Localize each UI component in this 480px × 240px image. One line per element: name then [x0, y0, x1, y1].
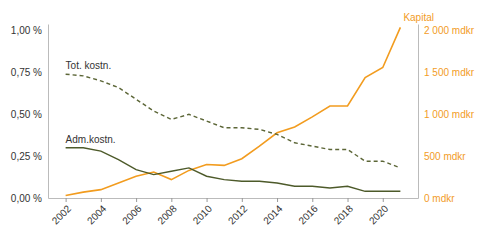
tick-mark — [171, 198, 172, 202]
chart: 2002 2004 2006 2008 2010 2012 2014 2016 2018 2020… — [0, 0, 480, 240]
tick-label: 0 mdkr — [424, 193, 455, 204]
tick-mark — [101, 198, 102, 202]
tick-label: 0,50 % — [11, 109, 42, 120]
tick-mark — [66, 198, 67, 202]
tick-label: 2002 — [50, 203, 74, 227]
tick-label: 0,00 % — [11, 193, 42, 204]
series-line — [66, 148, 401, 192]
tick: 2008 — [155, 198, 179, 226]
tick-label: 500 mdkr — [424, 151, 466, 162]
tick-label: 0,25 % — [11, 151, 42, 162]
tick: 2018 — [332, 198, 356, 226]
tick: 2002 — [50, 198, 74, 226]
tick-label: 0,75 % — [11, 67, 42, 78]
tick-mark — [312, 198, 313, 202]
tick: 1 000 mdkr — [418, 109, 475, 120]
tick: 0,50 % — [11, 109, 48, 120]
tick: 2020 — [367, 198, 391, 226]
tick-label: 2006 — [120, 203, 144, 227]
tick-mark — [277, 198, 278, 202]
tick: 2010 — [191, 198, 215, 226]
plot-area — [66, 27, 401, 195]
tick: 1,00 % — [11, 25, 48, 36]
tick-label: 2012 — [226, 203, 250, 227]
series-label: Kapital — [403, 12, 434, 23]
tick-label: 2016 — [296, 203, 320, 227]
tick-label: 1,00 % — [11, 25, 42, 36]
series-label: Tot. kostn. — [66, 60, 112, 71]
tick-label: 2 000 mdkr — [424, 25, 475, 36]
tick: 2006 — [120, 198, 144, 226]
tick-mark — [207, 198, 208, 202]
y-axis: 0,00 % 0,25 % 0,50 % 0,75 % 1,00 % — [11, 25, 49, 204]
tick-label: 2018 — [332, 203, 356, 227]
tick-label: 2014 — [261, 203, 285, 227]
x-axis: 2002 2004 2006 2008 2010 2012 2014 2016 2018 2020 — [49, 198, 419, 226]
tick: 0,00 % — [11, 193, 48, 204]
y2-axis: 0 mdkr 500 mdkr 1 000 mdkr 1 500 mdkr 2 000 … — [418, 25, 475, 204]
tick-mark — [242, 198, 243, 202]
tick: 500 mdkr — [418, 151, 466, 162]
tick: 2014 — [261, 198, 285, 226]
axis-line — [418, 25, 419, 199]
tick-mark — [348, 198, 349, 202]
tick-label: 1 000 mdkr — [424, 109, 475, 120]
tick-label: 1 500 mdkr — [424, 67, 475, 78]
series-line — [66, 74, 401, 168]
axis-line — [49, 198, 419, 199]
tick-label: 2008 — [155, 203, 179, 227]
tick-mark — [136, 198, 137, 202]
tick: 2 000 mdkr — [418, 25, 475, 36]
tick: 2012 — [226, 198, 250, 226]
axis-line — [48, 25, 49, 199]
tick-mark — [383, 198, 384, 202]
tick-label: 2020 — [367, 203, 391, 227]
tick: 1 500 mdkr — [418, 67, 475, 78]
tick-label: 2004 — [85, 203, 109, 227]
series-labels: Kapital Tot. kostn. Adm.kostn. — [66, 12, 434, 144]
series-label: Adm.kostn. — [66, 134, 116, 145]
tick-label: 2010 — [191, 203, 215, 227]
tick: 0,25 % — [11, 151, 48, 162]
tick: 0,75 % — [11, 67, 48, 78]
series-line — [66, 27, 401, 195]
tick: 2016 — [296, 198, 320, 226]
tick: 2004 — [85, 198, 109, 226]
tick: 0 mdkr — [418, 193, 455, 204]
